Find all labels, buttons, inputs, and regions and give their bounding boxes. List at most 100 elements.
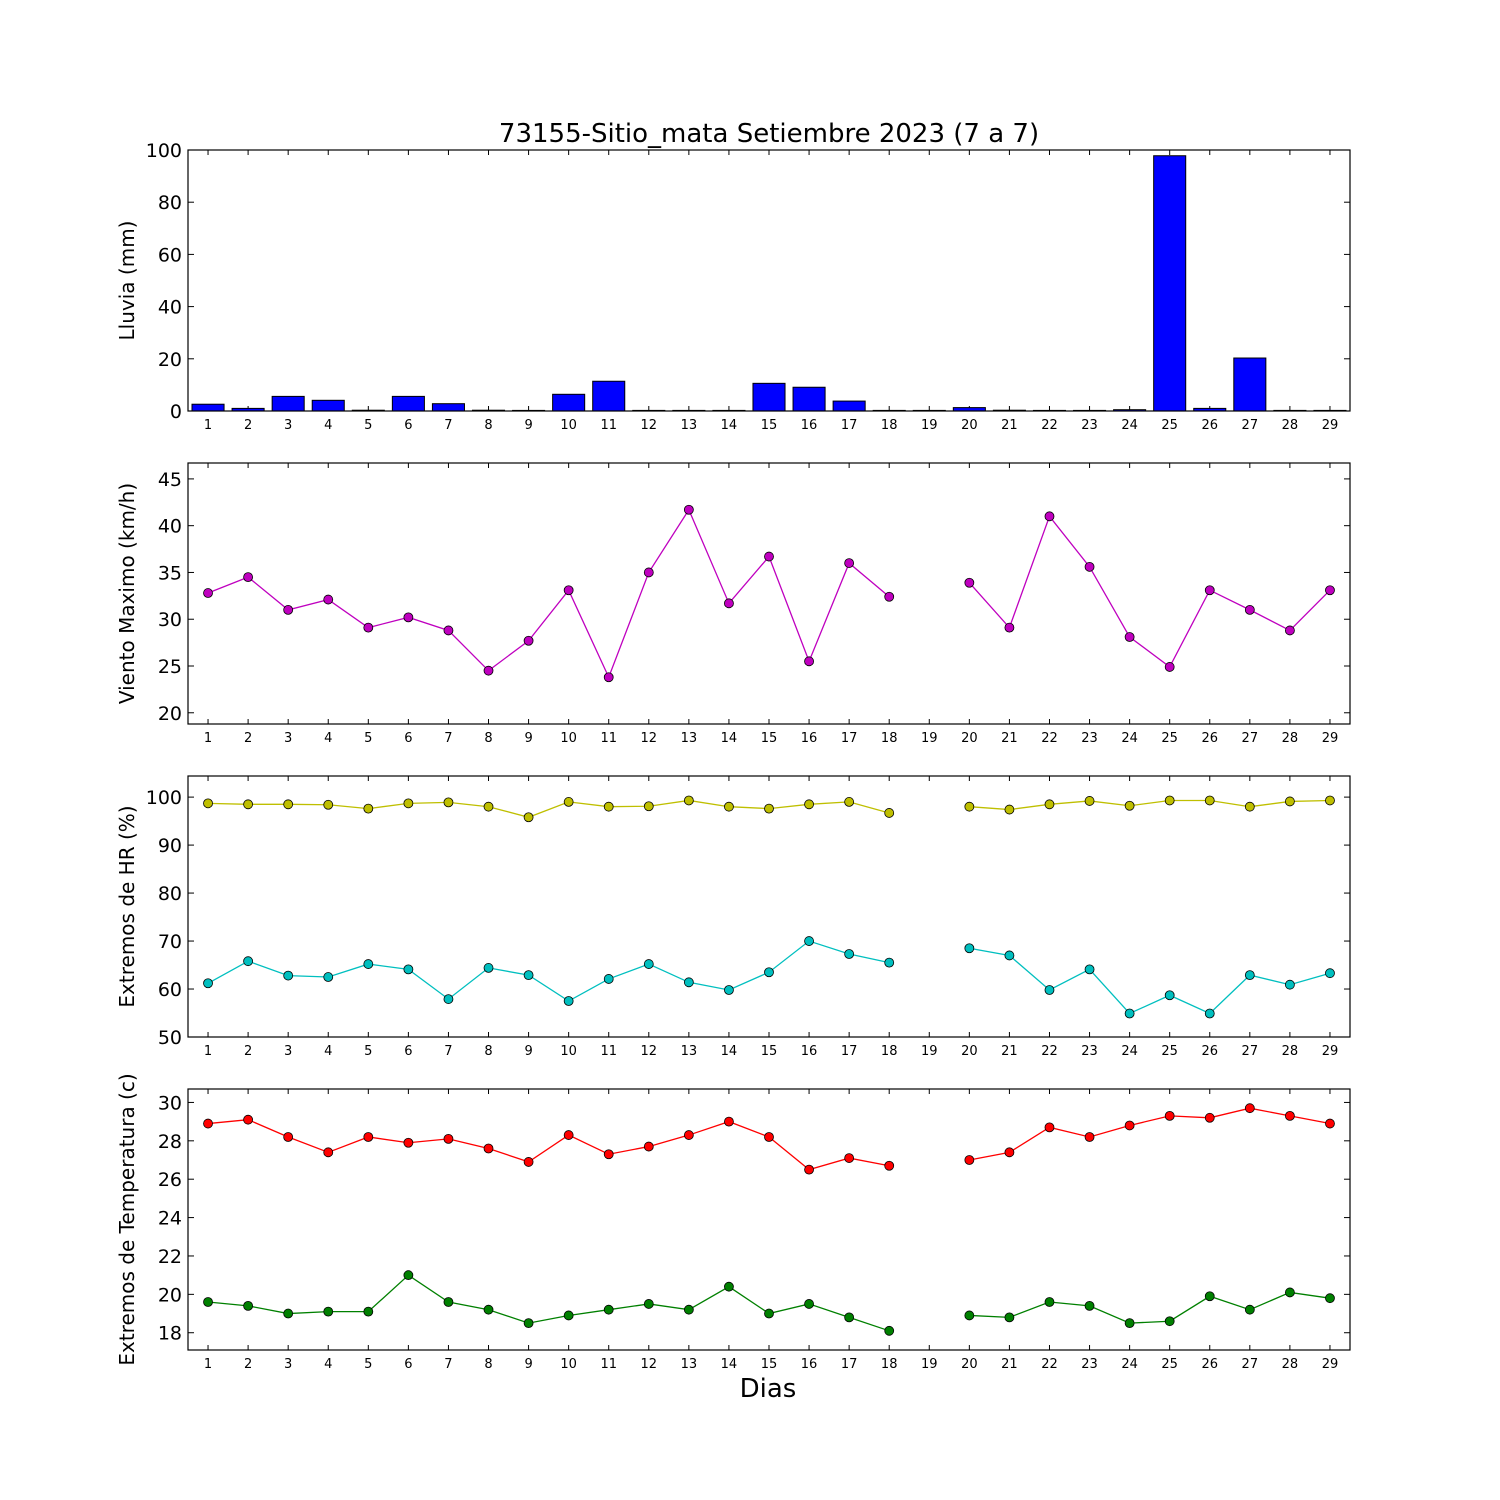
data-point [403,798,414,809]
data-point [804,1299,814,1309]
data-point [844,1153,855,1163]
data-point [1284,625,1295,636]
data-point [283,604,294,615]
data-point [884,1160,895,1171]
x-tick-label: 19 [921,1357,938,1372]
x-tick-label: 22 [1041,1044,1058,1059]
data-point [1244,1103,1255,1114]
y-axis-label: Viento Maximo (km/h) [115,483,139,704]
x-tick-label: 27 [1242,418,1259,433]
y-tick-label: 80 [158,883,182,905]
data-point [563,585,574,596]
series-line [207,940,890,1002]
data-point [443,797,454,808]
data-point [1284,979,1295,990]
data-point [483,963,494,973]
x-tick-label: 11 [600,731,617,746]
plot-frame [187,462,1351,725]
x-tick-label: 1 [204,418,212,433]
x-tick-label: 9 [524,1357,532,1372]
x-tick-label: 12 [641,1357,658,1372]
y-tick-label: 60 [158,979,182,1001]
y-tick-label: 70 [158,931,182,953]
data-point [1204,795,1215,806]
series-line [969,1291,1331,1324]
data-point [1084,1132,1095,1142]
series-line [969,1107,1331,1161]
data-point [964,577,975,588]
x-tick-label: 9 [524,418,532,433]
data-point [844,1312,855,1323]
y-tick-label: 30 [158,1092,182,1114]
data-point [1325,585,1335,596]
data-point [884,1325,895,1336]
data-point [844,797,855,807]
y-axis-label: Extremos de Temperatura (c) [115,1073,139,1365]
data-point [243,1114,254,1125]
x-tick-label: 13 [681,731,698,746]
data-point [1124,1318,1135,1329]
x-tick-label: 16 [801,1357,818,1372]
x-tick-label: 18 [881,731,898,746]
data-point [283,970,294,981]
data-point [443,1297,454,1307]
data-point [964,801,975,812]
x-tick-label: 10 [560,1044,577,1059]
x-tick-label: 27 [1242,1357,1259,1372]
x-tick-label: 21 [1001,1357,1018,1372]
x-tick-label: 12 [641,418,658,433]
data-point [523,1318,534,1329]
data-point [643,567,654,578]
data-point [443,1133,454,1144]
bar [832,400,866,412]
x-tick-label: 21 [1001,731,1018,746]
y-tick-label: 26 [158,1169,182,1191]
data-point [243,956,254,967]
x-tick-label: 2 [244,731,252,746]
series-line [969,799,1330,811]
data-point [844,558,855,568]
series-line [969,947,1331,1015]
data-point [724,598,734,609]
data-point [1244,604,1255,615]
y-tick-label: 24 [158,1208,182,1230]
x-tick-label: 27 [1242,1044,1259,1059]
data-point [844,949,855,959]
x-tick-label: 7 [444,418,452,433]
y-tick-label: 40 [158,516,182,538]
data-point [1164,662,1175,672]
data-point [483,1143,494,1154]
data-point [884,591,895,602]
x-tick-label: 28 [1282,1044,1299,1059]
data-point [643,1299,654,1309]
data-point [283,799,294,810]
x-tick-label: 5 [364,1357,372,1372]
x-tick-label: 1 [204,731,212,746]
x-tick-label: 22 [1041,418,1058,433]
data-point [1084,964,1095,975]
data-point [323,1147,334,1158]
x-tick-label: 8 [484,418,492,433]
x-tick-label: 16 [801,731,818,746]
bar [752,382,786,412]
x-tick-label: 11 [600,1044,617,1059]
x-tick-label: 17 [841,1357,858,1372]
x-tick-label: 5 [364,418,372,433]
x-tick-label: 26 [1201,418,1218,433]
data-point [884,957,895,968]
x-tick-label: 29 [1322,1357,1339,1372]
x-tick-label: 24 [1121,731,1138,746]
data-point [363,959,374,969]
data-point [1044,511,1055,522]
x-tick-label: 17 [841,418,858,433]
data-point [1164,1316,1175,1327]
x-tick-label: 8 [484,1044,492,1059]
x-tick-label: 9 [524,1044,532,1059]
y-tick-label: 22 [158,1246,182,1268]
data-point [283,1308,294,1319]
x-tick-label: 26 [1201,1044,1218,1059]
data-point [683,795,694,806]
